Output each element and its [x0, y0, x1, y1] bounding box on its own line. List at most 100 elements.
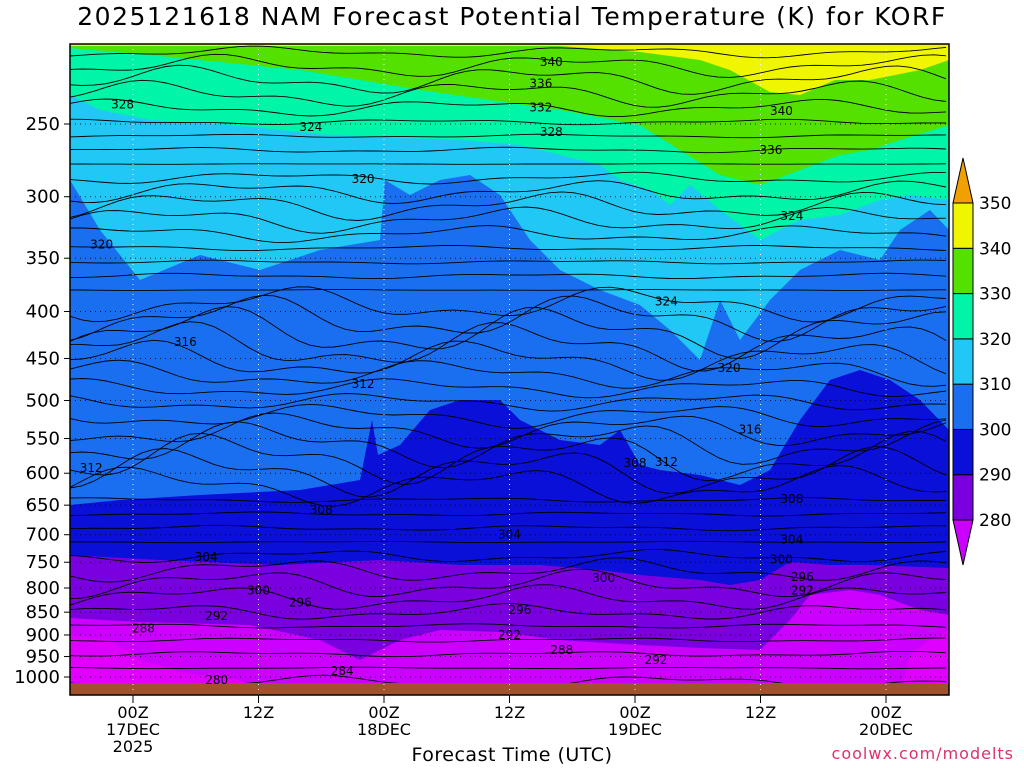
y-tick-label: 550	[26, 429, 60, 450]
contour-line	[70, 289, 946, 291]
contour-line	[70, 146, 947, 154]
colorbar-tick-label: 310	[979, 375, 1011, 395]
contour-label: 288	[132, 621, 155, 635]
y-tick-label: 850	[26, 602, 60, 623]
contour-line	[70, 548, 947, 563]
contour-label: 316	[739, 423, 762, 437]
contour-line	[70, 524, 947, 532]
x-tick-label: 19DEC	[608, 720, 662, 739]
colorbar-tick-label: 340	[979, 239, 1011, 259]
y-axis: 2503003504004505005506006507007508008509…	[14, 114, 70, 688]
color-band	[70, 590, 949, 695]
contour-line	[70, 378, 947, 399]
contour-label: 300	[770, 553, 793, 567]
x-tick-label: 18DEC	[357, 720, 411, 739]
y-tick-label: 750	[26, 552, 60, 573]
contour-line	[70, 321, 947, 372]
contour-label: 336	[529, 77, 552, 91]
contour-label: 280	[205, 673, 228, 687]
contour-label: 332	[529, 101, 552, 115]
x-tick-label: 17DEC	[106, 720, 160, 739]
colorbar-tick-label: 350	[979, 194, 1011, 214]
contour-line	[70, 497, 947, 503]
contour-label: 320	[718, 361, 741, 375]
contour-line	[70, 339, 947, 381]
contour-label: 312	[655, 455, 678, 469]
contour-label: 304	[195, 550, 218, 564]
x-tick-label: 00Z	[619, 703, 650, 722]
contour-line	[70, 98, 947, 118]
colorbar: 280 290 300 310 320 330 340 350	[952, 157, 1011, 566]
chart-title: 2025121618 NAM Forecast Potential Temper…	[77, 2, 947, 31]
contour-line	[70, 171, 946, 185]
colorbar-tick-label: 330	[979, 285, 1011, 305]
colorbar-tick-label: 320	[979, 330, 1011, 350]
colorbar-tick-label: 290	[979, 466, 1011, 486]
contour-line	[70, 557, 947, 583]
contour-line	[70, 286, 947, 323]
contour-line	[70, 45, 947, 59]
contour-line	[70, 623, 947, 629]
contour-line	[70, 53, 947, 78]
colorbar-segment	[952, 247, 974, 295]
contour-label: 292	[205, 609, 228, 623]
colorbar-segment	[952, 338, 974, 385]
colorbar-segment	[952, 474, 974, 521]
contour-line	[70, 225, 947, 244]
contour-line	[70, 306, 947, 359]
contour-line	[70, 540, 947, 544]
y-tick-label: 400	[26, 301, 60, 322]
grid-lines	[70, 44, 949, 695]
contour-labels: 328 340 336 332 328 324 340 336 324 320 320 324 320 3…	[80, 55, 814, 687]
contour-line	[70, 637, 947, 643]
contour-label: 312	[80, 461, 103, 475]
colorbar-segment	[952, 157, 974, 204]
contour-line	[70, 272, 947, 280]
x-tick-label: 12Z	[243, 703, 274, 722]
x-tick-label: 00Z	[117, 703, 148, 722]
x-tick-label: 12Z	[745, 703, 776, 722]
contour-label: 300	[247, 583, 270, 597]
contour-label: 324	[780, 209, 803, 223]
colorbar-segment	[952, 519, 974, 566]
contour-label: 288	[550, 643, 573, 657]
contour-line	[70, 294, 947, 343]
contour-label: 320	[90, 237, 113, 251]
contour-label: 308	[624, 456, 647, 470]
contour-label: 296	[791, 570, 814, 584]
contour-line	[70, 180, 947, 205]
contour-label: 308	[310, 503, 333, 517]
contour-label: 308	[780, 492, 803, 506]
contour-label: 292	[644, 653, 667, 667]
y-tick-label: 950	[26, 647, 60, 668]
contour-line	[70, 465, 947, 507]
contour-label: 340	[770, 104, 793, 118]
y-tick-label: 1000	[14, 667, 60, 688]
colorbar-segment	[952, 428, 974, 476]
contour-line	[70, 133, 947, 139]
contour-label: 292	[791, 583, 814, 597]
contour-line	[70, 259, 947, 265]
contour-line	[70, 206, 947, 234]
contour-line	[70, 603, 947, 620]
y-tick-label: 800	[26, 578, 60, 599]
x-tick-label: 00Z	[870, 703, 901, 722]
contour-line	[70, 412, 947, 449]
contour-line	[70, 568, 947, 600]
x-tick-label: 20DEC	[859, 720, 913, 739]
contour-line	[70, 163, 947, 165]
contour-label: 284	[331, 664, 354, 678]
contour-line	[70, 359, 947, 389]
contour-label: 312	[352, 377, 375, 391]
y-tick-label: 900	[26, 625, 60, 646]
contour-line	[70, 64, 947, 95]
contour-label: 296	[509, 603, 532, 617]
contour-line	[70, 511, 947, 517]
y-tick-label: 450	[26, 348, 60, 369]
contour-line	[70, 191, 947, 221]
contour-label: 304	[498, 528, 521, 542]
contour-label: 292	[498, 628, 521, 642]
colorbar-segment	[952, 293, 974, 340]
y-tick-label: 700	[26, 525, 60, 546]
